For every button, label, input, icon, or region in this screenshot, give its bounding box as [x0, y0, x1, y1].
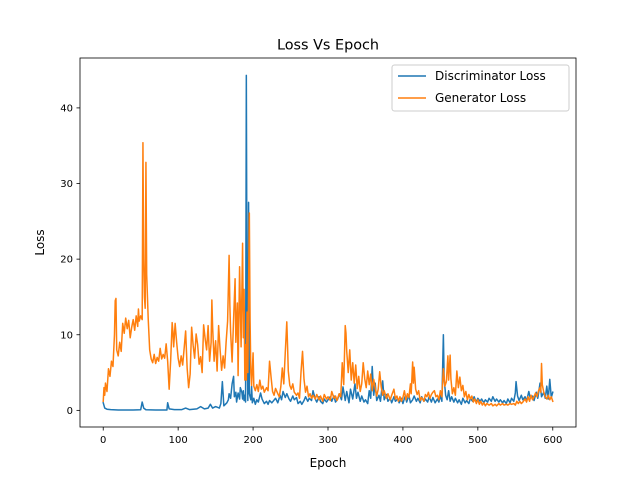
y-tick-label: 10: [60, 330, 73, 341]
legend-label-1: Generator Loss: [435, 91, 526, 105]
x-tick-label: 200: [244, 435, 263, 446]
axes-layer: 0 100 200 300 400 500 600 0 10 20 30 40: [60, 57, 577, 446]
legend-box: [391, 64, 570, 112]
x-tick-label: 500: [468, 435, 487, 446]
x-tick-label: 0: [100, 435, 106, 446]
series-line-0: [102, 74, 554, 411]
y-tick-label: 30: [60, 179, 73, 190]
series-layer: [102, 74, 554, 411]
y-axis-label: Loss: [33, 229, 47, 255]
x-tick-label: 300: [318, 435, 337, 446]
x-axis-label: Epoch: [310, 456, 347, 470]
x-tick-label: 600: [543, 435, 562, 446]
y-tick-label: 40: [60, 104, 73, 115]
chart-title: Loss Vs Epoch: [277, 38, 379, 54]
legend-label-0: Discriminator Loss: [435, 69, 546, 83]
x-tick-label: 100: [169, 435, 188, 446]
y-tick-label: 0: [67, 406, 73, 417]
y-tick-label: 20: [60, 255, 73, 266]
legend: Discriminator Loss Generator Loss: [391, 64, 570, 112]
x-tick-label: 400: [393, 435, 412, 446]
series-line-1: [102, 141, 554, 407]
